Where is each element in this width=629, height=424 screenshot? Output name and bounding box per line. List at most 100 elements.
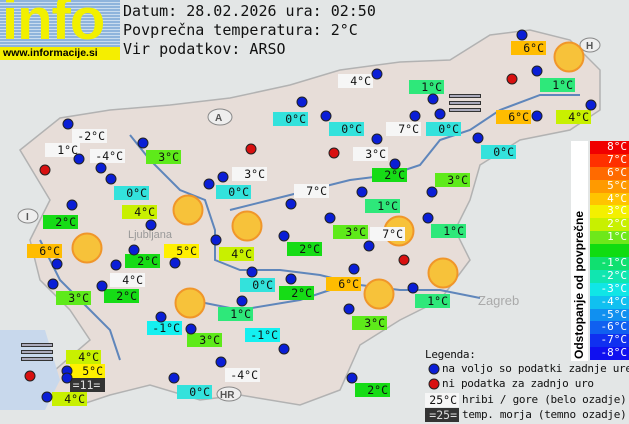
station-marker-available[interactable]	[96, 280, 108, 292]
station-marker-available[interactable]	[363, 240, 375, 252]
station-temperature[interactable]: 3°C	[352, 316, 387, 330]
station-temperature[interactable]: 2°C	[279, 286, 314, 300]
station-marker-missing[interactable]	[245, 143, 257, 155]
station-marker-available[interactable]	[371, 68, 383, 80]
station-marker-available[interactable]	[346, 372, 358, 384]
station-marker-available[interactable]	[105, 173, 117, 185]
station-marker-available[interactable]	[531, 110, 543, 122]
station-temperature[interactable]: 3°C	[56, 291, 91, 305]
station-temperature[interactable]: 2°C	[355, 383, 390, 397]
station-temperature[interactable]: 4°C	[66, 350, 101, 364]
station-marker-available[interactable]	[185, 323, 197, 335]
station-temperature[interactable]: -4°C	[90, 149, 125, 163]
station-marker-available[interactable]	[168, 372, 180, 384]
station-temperature[interactable]: 0°C	[426, 122, 461, 136]
station-temperature[interactable]: 0°C	[114, 186, 149, 200]
station-marker-available[interactable]	[389, 158, 401, 170]
station-marker-available[interactable]	[585, 99, 597, 111]
station-temperature[interactable]: 3°C	[353, 147, 388, 161]
station-temperature[interactable]: =11=	[70, 378, 105, 392]
station-marker-available[interactable]	[472, 132, 484, 144]
station-marker-missing[interactable]	[39, 164, 51, 176]
station-marker-available[interactable]	[246, 266, 258, 278]
station-temperature[interactable]: 6°C	[496, 110, 531, 124]
station-temperature[interactable]: 2°C	[104, 289, 139, 303]
station-temperature[interactable]: 4°C	[52, 392, 87, 406]
station-marker-available[interactable]	[278, 343, 290, 355]
station-temperature[interactable]: 4°C	[110, 273, 145, 287]
station-marker-available[interactable]	[47, 278, 59, 290]
station-temperature[interactable]: 1°C	[218, 307, 253, 321]
station-marker-available[interactable]	[95, 162, 107, 174]
station-marker-available[interactable]	[296, 96, 308, 108]
station-temperature[interactable]: 6°C	[511, 41, 546, 55]
station-marker-available[interactable]	[217, 171, 229, 183]
station-temperature[interactable]: 0°C	[329, 122, 364, 136]
station-marker-available[interactable]	[285, 198, 297, 210]
station-marker-available[interactable]	[343, 303, 355, 315]
station-marker-available[interactable]	[66, 199, 78, 211]
station-marker-available[interactable]	[203, 178, 215, 190]
station-temperature[interactable]: 0°C	[177, 385, 212, 399]
station-marker-missing[interactable]	[328, 147, 340, 159]
station-marker-available[interactable]	[348, 263, 360, 275]
station-temperature[interactable]: 1°C	[409, 80, 444, 94]
station-marker-available[interactable]	[324, 212, 336, 224]
station-temperature[interactable]: 1°C	[415, 294, 450, 308]
station-marker-available[interactable]	[41, 391, 53, 403]
station-temperature[interactable]: 2°C	[125, 254, 160, 268]
station-marker-available[interactable]	[531, 65, 543, 77]
station-marker-available[interactable]	[210, 234, 222, 246]
station-temperature[interactable]: 4°C	[219, 247, 254, 261]
station-temperature[interactable]: 2°C	[287, 242, 322, 256]
station-temperature[interactable]: 2°C	[43, 215, 78, 229]
station-temperature[interactable]: 1°C	[45, 143, 80, 157]
station-temperature[interactable]: 6°C	[27, 244, 62, 258]
station-temperature[interactable]: -1°C	[147, 321, 182, 335]
station-marker-available[interactable]	[409, 110, 421, 122]
logo[interactable]: info	[0, 0, 120, 47]
station-temperature[interactable]: 6°C	[326, 277, 361, 291]
station-marker-available[interactable]	[356, 186, 368, 198]
station-marker-available[interactable]	[236, 295, 248, 307]
station-temperature[interactable]: 7°C	[386, 122, 421, 136]
station-marker-available[interactable]	[320, 110, 332, 122]
station-marker-available[interactable]	[145, 219, 157, 231]
station-temperature[interactable]: 4°C	[338, 74, 373, 88]
station-marker-missing[interactable]	[398, 254, 410, 266]
station-temperature[interactable]: 1°C	[540, 78, 575, 92]
station-temperature[interactable]: 1°C	[431, 224, 466, 238]
station-marker-available[interactable]	[155, 311, 167, 323]
station-marker-available[interactable]	[110, 259, 122, 271]
station-marker-available[interactable]	[137, 137, 149, 149]
station-marker-available[interactable]	[371, 133, 383, 145]
station-marker-available[interactable]	[215, 356, 227, 368]
station-temperature[interactable]: 4°C	[556, 110, 591, 124]
station-marker-available[interactable]	[285, 273, 297, 285]
station-temperature[interactable]: -2°C	[72, 129, 107, 143]
station-temperature[interactable]: 0°C	[481, 145, 516, 159]
station-temperature[interactable]: 1°C	[365, 199, 400, 213]
station-marker-missing[interactable]	[506, 73, 518, 85]
station-temperature[interactable]: 7°C	[294, 184, 329, 198]
station-marker-available[interactable]	[434, 108, 446, 120]
station-temperature[interactable]: -4°C	[225, 368, 260, 382]
station-marker-available[interactable]	[422, 212, 434, 224]
station-marker-available[interactable]	[426, 186, 438, 198]
station-temperature[interactable]: 3°C	[333, 225, 368, 239]
station-temperature[interactable]: 0°C	[216, 185, 251, 199]
station-marker-available[interactable]	[278, 230, 290, 242]
station-temperature[interactable]: -1°C	[245, 328, 280, 342]
station-marker-available[interactable]	[51, 258, 63, 270]
station-marker-available[interactable]	[169, 257, 181, 269]
station-temperature[interactable]: 7°C	[370, 227, 405, 241]
station-marker-available[interactable]	[407, 282, 419, 294]
station-temperature[interactable]: 5°C	[70, 364, 105, 378]
station-marker-missing[interactable]	[24, 370, 36, 382]
station-marker-available[interactable]	[62, 118, 74, 130]
station-marker-available[interactable]	[73, 153, 85, 165]
station-temperature[interactable]: 3°C	[232, 167, 267, 181]
station-temperature[interactable]: 0°C	[240, 278, 275, 292]
station-temperature[interactable]: 2°C	[372, 168, 407, 182]
station-temperature[interactable]: 4°C	[122, 205, 157, 219]
